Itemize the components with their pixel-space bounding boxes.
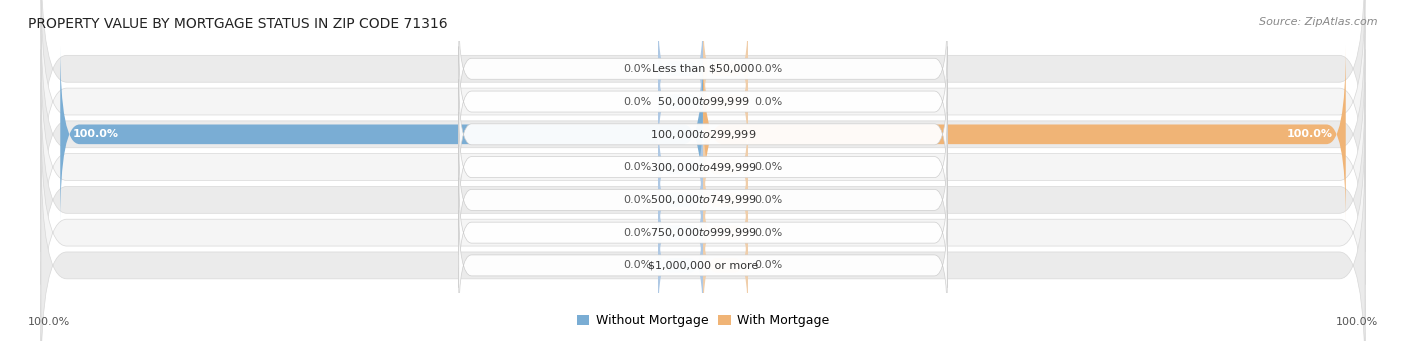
- FancyBboxPatch shape: [703, 109, 748, 225]
- FancyBboxPatch shape: [658, 175, 703, 291]
- Text: $750,000 to $999,999: $750,000 to $999,999: [650, 226, 756, 239]
- Text: 0.0%: 0.0%: [755, 162, 783, 172]
- FancyBboxPatch shape: [703, 142, 748, 258]
- FancyBboxPatch shape: [41, 82, 1365, 317]
- Text: PROPERTY VALUE BY MORTGAGE STATUS IN ZIP CODE 71316: PROPERTY VALUE BY MORTGAGE STATUS IN ZIP…: [28, 17, 447, 31]
- FancyBboxPatch shape: [703, 46, 1346, 223]
- Text: 0.0%: 0.0%: [623, 261, 651, 270]
- FancyBboxPatch shape: [41, 115, 1365, 341]
- Text: 100.0%: 100.0%: [73, 129, 120, 139]
- FancyBboxPatch shape: [458, 178, 948, 288]
- Text: 100.0%: 100.0%: [1336, 317, 1378, 327]
- FancyBboxPatch shape: [41, 49, 1365, 285]
- FancyBboxPatch shape: [41, 0, 1365, 219]
- FancyBboxPatch shape: [658, 207, 703, 324]
- Text: 0.0%: 0.0%: [623, 97, 651, 106]
- Text: $100,000 to $299,999: $100,000 to $299,999: [650, 128, 756, 141]
- Text: 0.0%: 0.0%: [623, 64, 651, 74]
- Text: 100.0%: 100.0%: [1286, 129, 1333, 139]
- Legend: Without Mortgage, With Mortgage: Without Mortgage, With Mortgage: [572, 309, 834, 332]
- FancyBboxPatch shape: [658, 11, 703, 127]
- Text: 0.0%: 0.0%: [623, 162, 651, 172]
- FancyBboxPatch shape: [458, 145, 948, 255]
- FancyBboxPatch shape: [458, 210, 948, 321]
- FancyBboxPatch shape: [658, 109, 703, 225]
- Text: 0.0%: 0.0%: [623, 195, 651, 205]
- FancyBboxPatch shape: [703, 207, 748, 324]
- Text: 0.0%: 0.0%: [755, 228, 783, 238]
- Text: 0.0%: 0.0%: [755, 64, 783, 74]
- FancyBboxPatch shape: [41, 0, 1365, 187]
- Text: 0.0%: 0.0%: [623, 228, 651, 238]
- Text: 0.0%: 0.0%: [755, 261, 783, 270]
- Text: 100.0%: 100.0%: [28, 317, 70, 327]
- FancyBboxPatch shape: [703, 11, 748, 127]
- FancyBboxPatch shape: [658, 43, 703, 160]
- FancyBboxPatch shape: [60, 46, 703, 223]
- Text: 0.0%: 0.0%: [755, 195, 783, 205]
- FancyBboxPatch shape: [41, 148, 1365, 341]
- Text: Source: ZipAtlas.com: Source: ZipAtlas.com: [1260, 17, 1378, 27]
- FancyBboxPatch shape: [458, 112, 948, 222]
- FancyBboxPatch shape: [458, 46, 948, 157]
- FancyBboxPatch shape: [41, 17, 1365, 252]
- Text: Less than $50,000: Less than $50,000: [652, 64, 754, 74]
- Text: 0.0%: 0.0%: [755, 97, 783, 106]
- FancyBboxPatch shape: [658, 142, 703, 258]
- FancyBboxPatch shape: [703, 43, 748, 160]
- Text: $500,000 to $749,999: $500,000 to $749,999: [650, 193, 756, 206]
- Text: $300,000 to $499,999: $300,000 to $499,999: [650, 161, 756, 174]
- FancyBboxPatch shape: [458, 14, 948, 124]
- FancyBboxPatch shape: [703, 175, 748, 291]
- FancyBboxPatch shape: [458, 79, 948, 189]
- Text: $50,000 to $99,999: $50,000 to $99,999: [657, 95, 749, 108]
- Text: $1,000,000 or more: $1,000,000 or more: [648, 261, 758, 270]
